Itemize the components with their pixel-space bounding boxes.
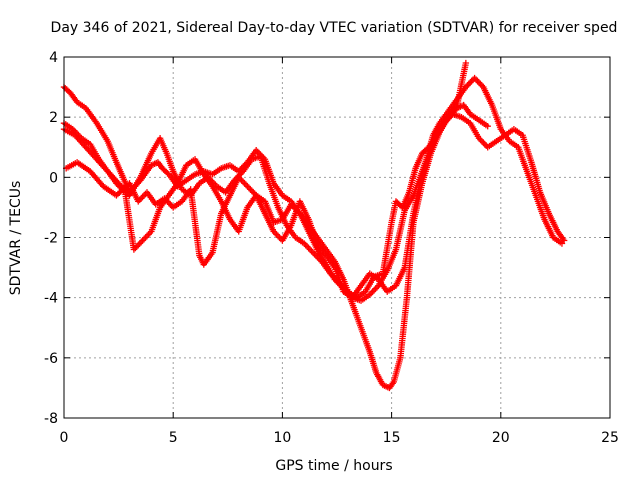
y-tick-label: -8 bbox=[44, 411, 58, 427]
x-tick-label: 15 bbox=[383, 430, 401, 446]
y-tick-label: -2 bbox=[44, 231, 58, 247]
data-point-marker bbox=[462, 59, 470, 67]
x-tick-label: 0 bbox=[60, 430, 69, 446]
x-tick-label: 25 bbox=[601, 430, 619, 446]
series-track-4 bbox=[60, 59, 470, 304]
x-tick-label: 5 bbox=[169, 430, 178, 446]
y-axis-label: SDTVAR / TECUs bbox=[8, 181, 24, 296]
y-axis-ticks: -8 -6 -4 -2 0 2 4 bbox=[44, 50, 610, 427]
y-tick-label: 0 bbox=[49, 170, 58, 186]
x-axis-ticks: 0 5 10 15 20 25 bbox=[60, 57, 619, 446]
y-tick-label: 2 bbox=[49, 110, 58, 126]
y-tick-label: -4 bbox=[44, 291, 58, 307]
data-points bbox=[60, 59, 568, 392]
data-point-marker bbox=[558, 240, 566, 247]
x-tick-label: 20 bbox=[492, 430, 510, 446]
x-axis-label: GPS time / hours bbox=[275, 458, 392, 474]
chart-title: Day 346 of 2021, Sidereal Day-to-day VTE… bbox=[51, 20, 618, 36]
data-point-marker bbox=[484, 122, 491, 130]
y-tick-label: -6 bbox=[44, 351, 58, 367]
series-track-2 bbox=[60, 110, 568, 301]
y-tick-label: 4 bbox=[49, 50, 58, 66]
x-tick-label: 10 bbox=[273, 430, 291, 446]
plot-frame bbox=[63, 56, 611, 419]
